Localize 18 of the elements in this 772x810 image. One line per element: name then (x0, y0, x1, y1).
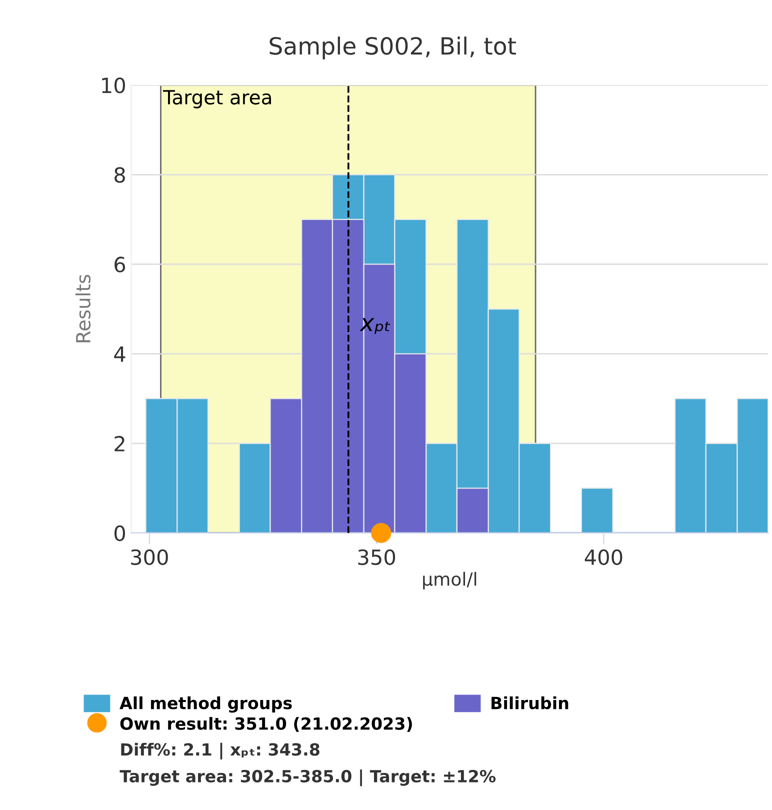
legend-label: Bilirubin (492, 696, 568, 710)
band-label: Target area (162, 90, 271, 108)
y-tick-label: 10 (102, 78, 125, 94)
x-tick-label: 400 (584, 549, 622, 566)
y-tick-label: 6 (114, 256, 126, 272)
x-axis-title: µmol/l (423, 572, 476, 590)
y-axis-title: Results (75, 274, 91, 342)
legend-label: All method groups (120, 696, 292, 713)
legend-label: Own result: 351.0 (21.02.2023) (120, 717, 412, 732)
text: Diff%: 2.1 | xₚₜ: 343.8 (121, 742, 320, 760)
chart-title: Sample S002, Bil, tot (270, 36, 516, 60)
y-tick-label: 2 (114, 436, 124, 452)
text: Target area: 302.5-385.0 | Target: ±12% (120, 770, 496, 786)
y-tick-label: 8 (114, 167, 125, 183)
x-tick-label: 300 (131, 549, 168, 566)
y-tick-label: 0 (114, 525, 125, 542)
x-tick-label: 350 (358, 549, 396, 566)
y-tick-label: 4 (114, 346, 126, 362)
